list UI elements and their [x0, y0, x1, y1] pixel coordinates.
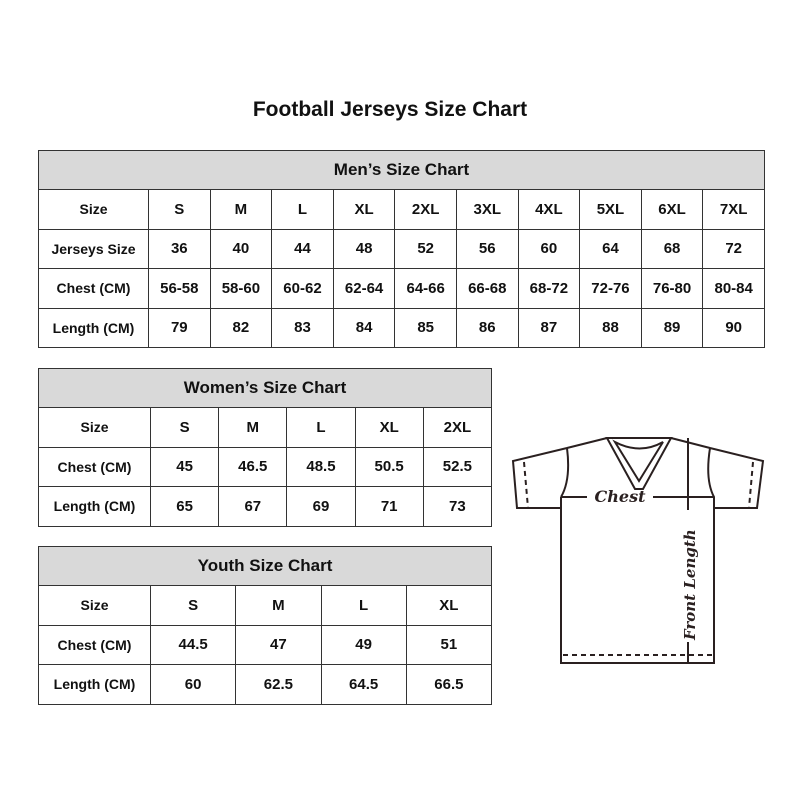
page-title: Football Jerseys Size Chart: [252, 98, 528, 121]
table-cell: 72: [702, 228, 765, 269]
table-cell: 40: [209, 228, 273, 269]
table-cell: 46.5: [218, 446, 288, 487]
row-label: Length (CM): [38, 664, 151, 705]
table-cell: 60: [517, 228, 581, 269]
table-cell: 73: [422, 486, 493, 527]
table-cell: 56-58: [148, 268, 211, 309]
youth-size-table: Youth Size Chart Size S M L XL Chest (CM) 44.5 4…: [38, 546, 493, 705]
row-label: Size: [38, 585, 151, 626]
table-cell: 44.5: [149, 624, 237, 665]
table-cell: S: [149, 407, 220, 448]
table-cell: XL: [354, 407, 424, 448]
table-cell: 58-60: [209, 268, 273, 309]
table-cell: 86: [455, 307, 519, 348]
table-row: Jerseys Size 36 40 44 48 52 56 60 64 68 72: [38, 228, 765, 269]
table-cell: 56: [455, 228, 519, 269]
row-label: Chest (CM): [38, 446, 151, 487]
table-cell: S: [149, 585, 237, 626]
table-cell: 60: [149, 664, 237, 705]
mens-size-table: Men’s Size Chart Size S M L XL 2XL 3XL 4XL 5XL 6XL…: [38, 150, 765, 348]
table-cell: 44: [271, 228, 334, 269]
table-cell: 87: [517, 307, 581, 348]
table-cell: L: [320, 585, 407, 626]
table-cell: 36: [148, 228, 211, 269]
table-cell: 2XL: [394, 189, 457, 230]
table-row: Size S M L XL 2XL: [38, 407, 493, 448]
table-cell: M: [209, 189, 273, 230]
table-cell: 64: [579, 228, 642, 269]
table-cell: 7XL: [702, 189, 765, 230]
table-cell: 48.5: [286, 446, 356, 487]
front-length-label: Front Length: [681, 529, 699, 641]
table-cell: 62-64: [332, 268, 396, 309]
table-row: Length (CM) 65 67 69 71 73: [38, 486, 493, 527]
table-cell: 65: [149, 486, 220, 527]
table-cell: 6XL: [640, 189, 704, 230]
table-heading: Women’s Size Chart: [38, 368, 492, 408]
table-cell: 83: [271, 307, 334, 348]
table-cell: 85: [394, 307, 457, 348]
table-cell: M: [235, 585, 322, 626]
table-cell: 45: [149, 446, 220, 487]
jersey-outline-icon: [511, 437, 765, 664]
table-heading: Men’s Size Chart: [38, 150, 765, 190]
table-cell: 68-72: [517, 268, 581, 309]
row-label: Chest (CM): [38, 268, 149, 309]
table-row: Length (CM) 79 82 83 84 85 86 87 88 89 90: [38, 307, 765, 348]
table-cell: 3XL: [455, 189, 519, 230]
row-label: Size: [38, 407, 151, 448]
chest-label: Chest: [595, 487, 647, 506]
table-cell: L: [286, 407, 356, 448]
table-cell: 47: [235, 624, 322, 665]
womens-size-table: Women’s Size Chart Size S M L XL 2XL Chest (CM)…: [38, 368, 493, 527]
table-cell: 52: [394, 228, 457, 269]
table-row: Chest (CM) 44.5 47 49 51: [38, 624, 493, 665]
table-cell: 88: [579, 307, 642, 348]
jersey-measurement-diagram: Chest Front Length: [511, 437, 765, 664]
row-label: Jerseys Size: [38, 228, 149, 269]
table-cell: M: [218, 407, 288, 448]
table-row: Size S M L XL 2XL 3XL 4XL 5XL 6XL 7XL: [38, 189, 765, 230]
table-cell: 90: [702, 307, 765, 348]
row-label: Length (CM): [38, 486, 151, 527]
table-heading: Youth Size Chart: [38, 546, 492, 586]
table-cell: 49: [320, 624, 407, 665]
table-cell: 84: [332, 307, 396, 348]
row-label: Chest (CM): [38, 624, 151, 665]
table-cell: 64.5: [320, 664, 407, 705]
table-cell: 67: [218, 486, 288, 527]
table-cell: 76-80: [640, 268, 704, 309]
table-cell: S: [148, 189, 211, 230]
table-cell: 51: [405, 624, 493, 665]
table-cell: 69: [286, 486, 356, 527]
table-row: Size S M L XL: [38, 585, 493, 626]
table-cell: 50.5: [354, 446, 424, 487]
table-cell: 2XL: [422, 407, 493, 448]
table-cell: XL: [332, 189, 396, 230]
table-row: Chest (CM) 56-58 58-60 60-62 62-64 64-66 66-68…: [38, 268, 765, 309]
table-cell: 80-84: [702, 268, 765, 309]
table-row: Chest (CM) 45 46.5 48.5 50.5 52.5: [38, 446, 493, 487]
table-cell: L: [271, 189, 334, 230]
row-label: Size: [38, 189, 149, 230]
table-cell: 89: [640, 307, 704, 348]
table-row: Length (CM) 60 62.5 64.5 66.5: [38, 664, 493, 705]
row-label: Length (CM): [38, 307, 149, 348]
table-cell: 52.5: [422, 446, 493, 487]
table-cell: XL: [405, 585, 493, 626]
table-cell: 5XL: [579, 189, 642, 230]
table-cell: 66-68: [455, 268, 519, 309]
table-cell: 66.5: [405, 664, 493, 705]
table-cell: 71: [354, 486, 424, 527]
table-cell: 60-62: [271, 268, 334, 309]
table-cell: 82: [209, 307, 273, 348]
table-cell: 48: [332, 228, 396, 269]
table-cell: 64-66: [394, 268, 457, 309]
table-cell: 4XL: [517, 189, 581, 230]
table-cell: 68: [640, 228, 704, 269]
table-cell: 79: [148, 307, 211, 348]
table-cell: 62.5: [235, 664, 322, 705]
table-cell: 72-76: [579, 268, 642, 309]
